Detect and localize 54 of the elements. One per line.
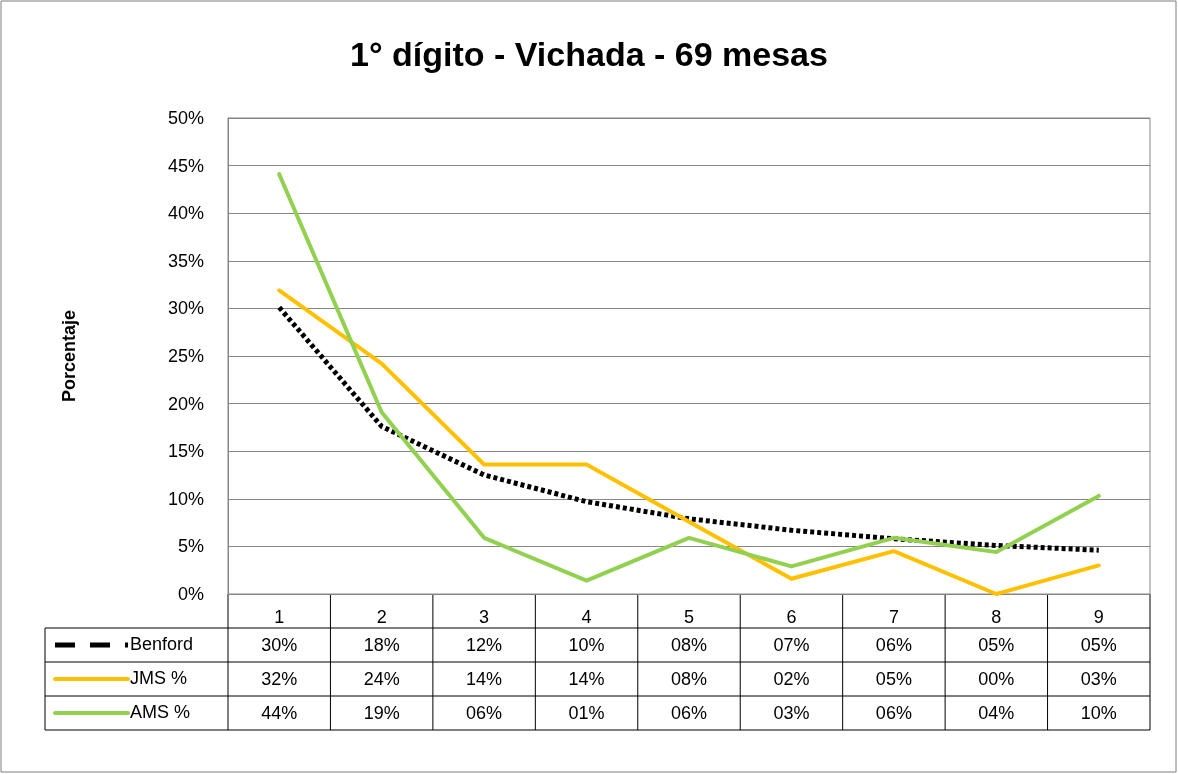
line-series xyxy=(277,288,1101,596)
data-label: 05% xyxy=(978,635,1015,655)
data-label: 10% xyxy=(1080,703,1117,723)
data-label: 05% xyxy=(875,669,912,689)
data-label: 01% xyxy=(568,703,605,723)
data-label: 02% xyxy=(773,669,810,689)
y-tick-label: 50% xyxy=(167,108,204,128)
data-label: 44% xyxy=(261,703,298,723)
data-label: 18% xyxy=(363,635,400,655)
data-label: 05% xyxy=(1080,635,1117,655)
legend-label: AMS % xyxy=(130,702,191,722)
x-tick-label: 3 xyxy=(479,607,490,627)
data-label: 03% xyxy=(773,703,810,723)
data-label: 04% xyxy=(978,703,1015,723)
data-label: 06% xyxy=(466,703,503,723)
data-label: 12% xyxy=(466,635,503,655)
data-label: 07% xyxy=(773,635,810,655)
y-tick-label: 30% xyxy=(167,298,204,319)
x-tick-label: 4 xyxy=(581,607,592,627)
y-tick-label: 35% xyxy=(167,250,204,271)
y-tick-label: 5% xyxy=(177,536,204,557)
data-label: 14% xyxy=(568,669,605,689)
y-tick-label: 15% xyxy=(167,441,204,462)
x-tick-label: 7 xyxy=(888,607,899,627)
data-label: 30% xyxy=(261,635,298,655)
x-tick-label: 5 xyxy=(683,607,695,627)
x-tick-label: 2 xyxy=(376,607,387,627)
data-label: 08% xyxy=(670,669,708,689)
data-label: 08% xyxy=(670,635,708,655)
y-tick-label: 0% xyxy=(177,584,204,604)
data-label: 10% xyxy=(568,635,605,655)
data-label: 32% xyxy=(261,669,298,689)
x-tick-label: 1 xyxy=(274,607,285,627)
x-tick-label: 8 xyxy=(991,607,1002,627)
data-label: 06% xyxy=(875,635,912,655)
legend-label: Benford xyxy=(130,634,194,654)
chart-title: 1° dígito - Vichada - 69 mesas xyxy=(350,35,828,73)
y-tick-label: 25% xyxy=(167,346,204,366)
y-tick-label: 20% xyxy=(167,393,204,414)
data-label: 06% xyxy=(670,703,708,723)
x-tick-label: 6 xyxy=(786,607,797,627)
y-axis-title: Porcentaje xyxy=(59,309,79,403)
data-label: 03% xyxy=(1080,669,1117,689)
data-label: 24% xyxy=(363,669,400,689)
line-series xyxy=(277,172,1101,583)
y-tick-label: 10% xyxy=(167,488,204,509)
data-label: 14% xyxy=(466,669,503,689)
y-tick-label: 40% xyxy=(167,203,204,224)
x-tick-label: 9 xyxy=(1093,607,1104,627)
data-label: 19% xyxy=(363,703,400,723)
data-label: 00% xyxy=(978,669,1015,689)
y-tick-label: 45% xyxy=(167,155,204,176)
legend-label: JMS % xyxy=(130,668,188,688)
data-label: 06% xyxy=(875,703,912,723)
